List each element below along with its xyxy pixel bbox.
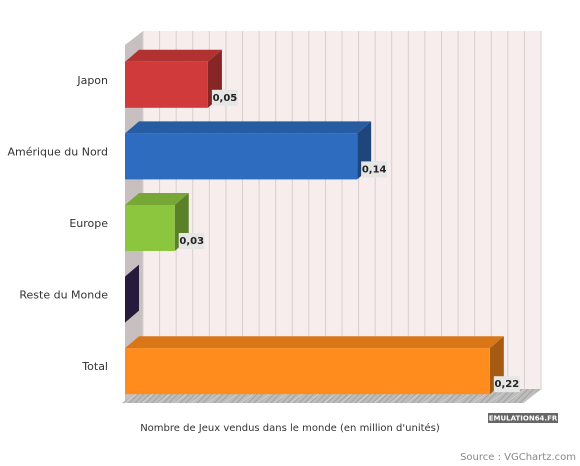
value-label-bg [493,376,520,393]
value-label: 0,03 [179,236,204,247]
bar-top [125,193,189,205]
watermark: EMULATION64.FR [489,415,558,423]
bar [125,348,490,395]
value-label-bg [211,89,238,106]
bar [125,61,208,108]
value-label-bg [361,161,388,178]
source: Source : VGChartz.com [460,452,576,463]
value-label: 0,05 [213,93,238,104]
y-tick-label: Reste du Monde [19,289,108,302]
bar-top [125,121,372,134]
value-label: 0,22 [494,379,519,390]
grid-line [522,31,542,404]
y-tick-label: Amérique du Nord [7,145,108,158]
y-tick-label: Europe [69,217,108,230]
bar-top [125,336,504,349]
y-tick-label: Total [81,360,108,373]
bar-side [125,264,139,323]
grid-line [506,31,525,404]
bars: Japon 0,05 Amérique du Nord 0,14 Europe 0,03 R… [7,49,520,395]
value-label-bg [178,233,205,249]
y-tick-label: Japon [76,74,108,87]
watermark-box [488,413,558,423]
x-axis-label: Nombre de Jeux vendus dans le monde (en … [140,422,440,434]
bar [125,205,175,251]
bar-top [125,49,222,62]
value-label: 0,14 [362,164,387,175]
bar [125,133,358,180]
